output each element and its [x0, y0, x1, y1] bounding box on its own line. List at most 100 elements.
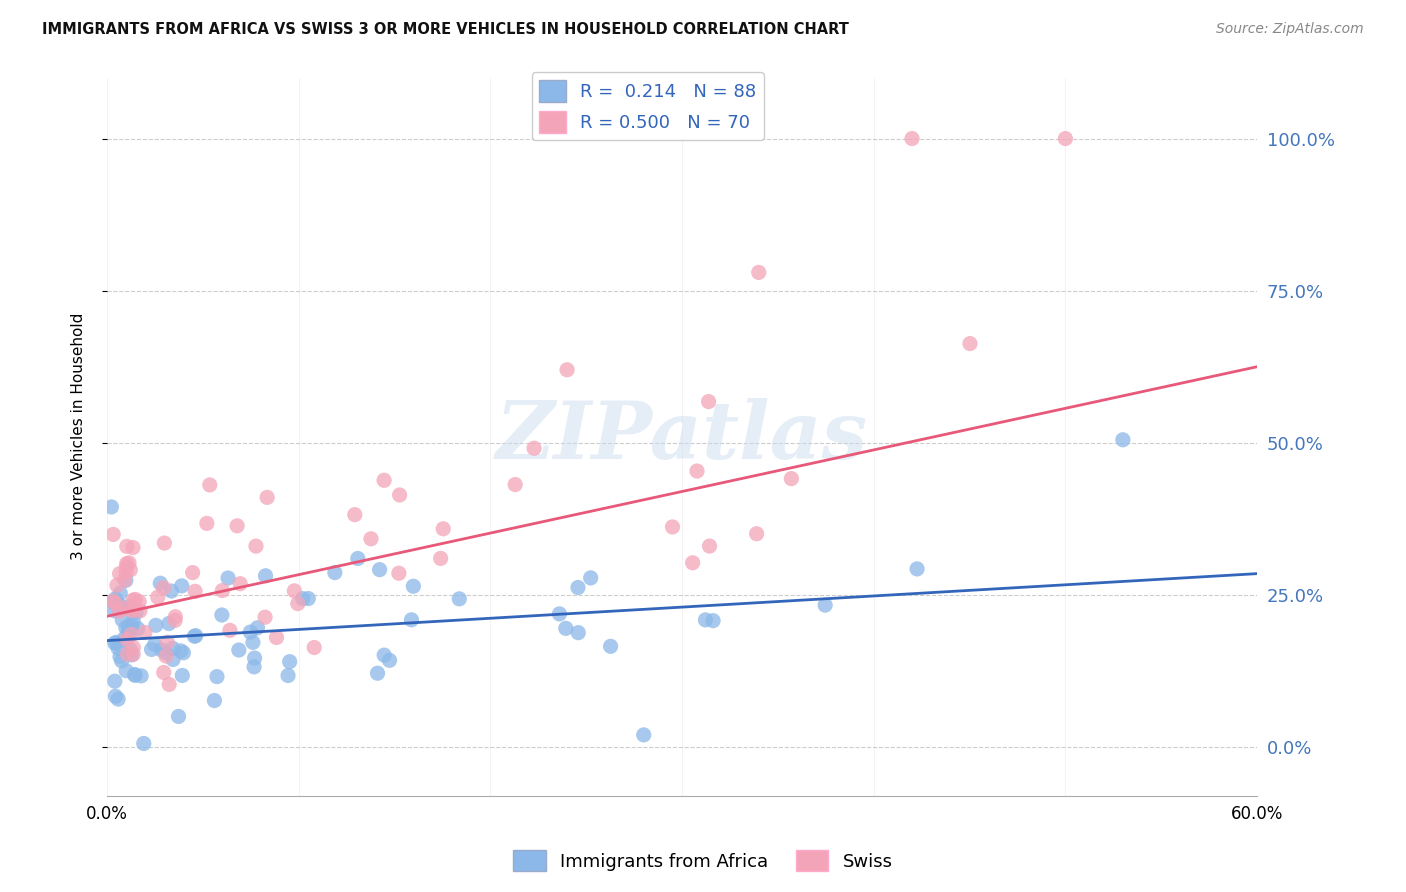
Point [243, 651, 266, 665]
Point [108, 604, 131, 618]
Point [115, 557, 138, 571]
Point [110, 586, 132, 600]
Point [661, 520, 683, 534]
Point [291, 591, 314, 606]
Point [145, 618, 167, 632]
Point [124, 667, 146, 681]
Point [141, 642, 163, 657]
Point [115, 566, 138, 580]
Point [111, 613, 134, 627]
Point [122, 602, 145, 616]
Point [256, 491, 278, 505]
Point [567, 581, 589, 595]
Point [118, 642, 141, 657]
Point [162, 652, 184, 666]
Point [360, 532, 382, 546]
Point [239, 625, 262, 640]
Point [1112, 433, 1135, 447]
Point [378, 653, 401, 667]
Point [115, 560, 138, 574]
Point [780, 472, 803, 486]
Point [748, 265, 770, 279]
Point [118, 556, 141, 570]
Point [219, 624, 242, 638]
Point [682, 556, 704, 570]
Point [170, 644, 193, 658]
Point [121, 600, 143, 615]
Point [153, 536, 176, 550]
Point [814, 598, 837, 612]
Point [205, 670, 228, 684]
Y-axis label: 3 or more Vehicles in Household: 3 or more Vehicles in Household [72, 313, 86, 560]
Point [156, 635, 179, 649]
Point [243, 660, 266, 674]
Point [170, 579, 193, 593]
Point [121, 603, 143, 617]
Text: ZIPatlas: ZIPatlas [496, 398, 868, 475]
Point [198, 478, 221, 492]
Point [112, 601, 135, 615]
Point [633, 728, 655, 742]
Point [699, 539, 721, 553]
Point [128, 604, 150, 618]
Point [323, 566, 346, 580]
Point [229, 576, 252, 591]
Point [548, 607, 571, 621]
Point [254, 568, 277, 582]
Point [115, 632, 138, 647]
Point [115, 664, 138, 678]
Point [567, 625, 589, 640]
Point [108, 566, 131, 581]
Point [172, 646, 194, 660]
Point [184, 584, 207, 599]
Point [143, 637, 166, 651]
Point [152, 581, 174, 595]
Point [149, 576, 172, 591]
Point [128, 595, 150, 609]
Text: IMMIGRANTS FROM AFRICA VS SWISS 3 OR MORE VEHICLES IN HOUSEHOLD CORRELATION CHAR: IMMIGRANTS FROM AFRICA VS SWISS 3 OR MOR… [42, 22, 849, 37]
Point [155, 648, 177, 663]
Point [1054, 131, 1077, 145]
Point [160, 584, 183, 599]
Point [373, 473, 395, 487]
Point [195, 516, 218, 531]
Point [117, 619, 139, 633]
Legend: Immigrants from Africa, Swiss: Immigrants from Africa, Swiss [506, 843, 900, 879]
Point [402, 579, 425, 593]
Point [118, 625, 141, 640]
Point [101, 595, 124, 609]
Point [107, 692, 129, 706]
Point [124, 668, 146, 682]
Point [429, 551, 451, 566]
Point [150, 642, 173, 657]
Point [117, 647, 139, 661]
Point [346, 551, 368, 566]
Point [388, 488, 411, 502]
Point [555, 363, 578, 377]
Point [579, 571, 602, 585]
Point [122, 541, 145, 555]
Point [104, 596, 127, 610]
Point [959, 336, 981, 351]
Point [388, 566, 411, 581]
Point [901, 131, 924, 145]
Point [368, 563, 391, 577]
Point [165, 614, 187, 628]
Point [287, 597, 309, 611]
Point [254, 610, 277, 624]
Point [118, 599, 141, 614]
Point [122, 648, 145, 662]
Point [172, 668, 194, 682]
Point [157, 677, 180, 691]
Point [302, 640, 325, 655]
Point [104, 690, 127, 704]
Point [120, 627, 142, 641]
Point [104, 674, 127, 689]
Point [105, 578, 128, 592]
Point [297, 591, 319, 606]
Point [155, 646, 177, 660]
Point [121, 648, 143, 662]
Point [124, 592, 146, 607]
Point [104, 636, 127, 650]
Point [121, 618, 143, 632]
